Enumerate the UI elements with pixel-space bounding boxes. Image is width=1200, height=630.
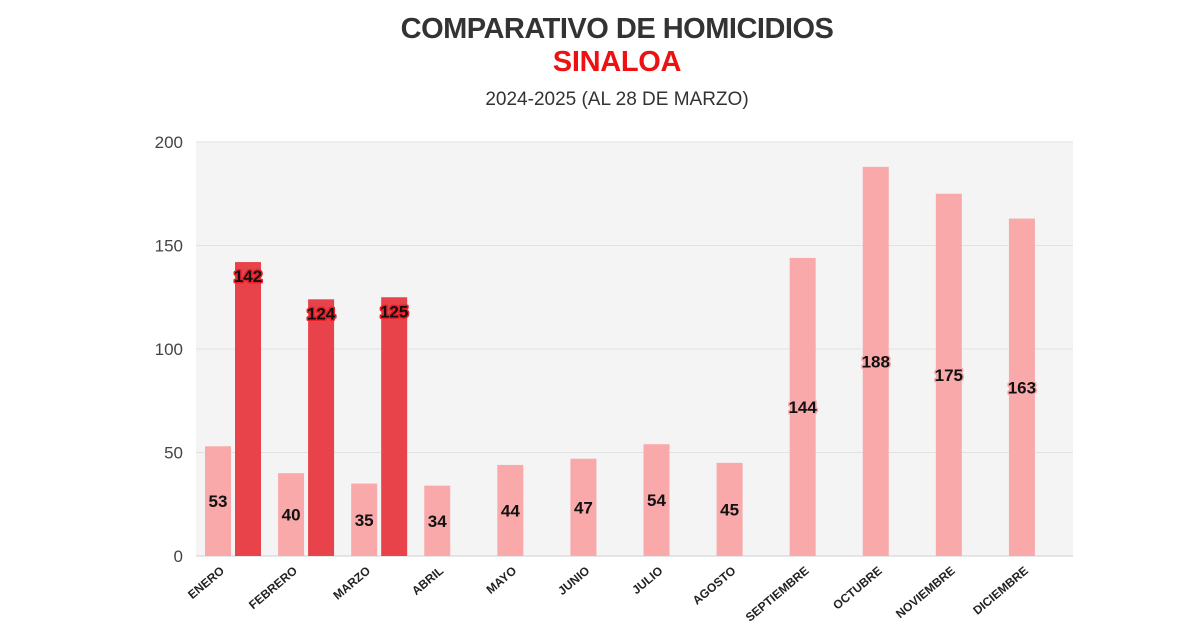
y-tick-label: 150 — [155, 237, 183, 256]
bar-2024-enero — [205, 446, 231, 556]
bar-2024-marzo — [351, 483, 378, 556]
y-tick-label: 50 — [164, 444, 183, 463]
data-label-2024-diciembre: 163 — [1008, 378, 1036, 397]
data-label-2024-noviembre: 175 — [935, 366, 963, 385]
x-tick-label: AGOSTO — [690, 564, 739, 608]
bar-2024-agosto — [716, 462, 743, 556]
x-tick-label: SEPTIEMBRE — [743, 564, 812, 625]
y-axis-ticks: 0 50 100 150 200 — [155, 133, 183, 566]
gridlines — [196, 141, 1073, 557]
data-label-2024-septiembre: 144 — [788, 398, 817, 417]
data-label-2024-enero: 53 — [209, 492, 228, 511]
x-tick-label: MARZO — [330, 564, 373, 603]
x-tick-label: FEBRERO — [246, 564, 300, 612]
x-tick-label: DICIEMBRE — [970, 564, 1031, 618]
data-label-2024-febrero: 40 — [282, 506, 301, 525]
data-label-2025-marzo: 125 — [380, 302, 408, 321]
chart-subtitle: SINALOA — [552, 46, 682, 78]
bar-2024-octubre — [862, 166, 889, 556]
x-tick-label: JULIO — [629, 564, 665, 597]
bar-2024-febrero — [278, 473, 305, 556]
bar-2024-abril — [424, 485, 451, 556]
bar-2024-diciembre — [1008, 218, 1035, 556]
data-label-2024-abril: 34 — [428, 512, 447, 531]
data-label-2024-agosto: 45 — [720, 500, 739, 519]
x-tick-label: JUNIO — [555, 564, 592, 598]
data-labels: 53 142 40 124 35 125 34 44 47 54 45 144 188 175 163 — [207, 266, 1038, 533]
chart-title: COMPARATIVO DE HOMICIDIOS — [400, 13, 834, 45]
bar-2024-septiembre — [789, 257, 816, 556]
bar-2024-junio — [570, 458, 597, 556]
data-label-2024-mayo: 44 — [501, 501, 520, 520]
y-tick-label: 200 — [155, 133, 183, 152]
x-axis-ticks: ENERO FEBRERO MARZO ABRIL MAYO JUNIO JULIO AGOS… — [185, 564, 1031, 625]
x-tick-label: OCTUBRE — [830, 564, 884, 613]
bar-2024-julio — [643, 444, 670, 556]
chart-caption: 2024-2025 (AL 28 DE MARZO) — [485, 89, 749, 110]
data-label-2024-octubre: 188 — [862, 352, 890, 371]
data-label-2024-junio: 47 — [574, 498, 593, 517]
data-label-2024-julio: 54 — [647, 491, 666, 510]
data-label-2024-marzo: 35 — [355, 511, 374, 530]
bar-2025-enero — [235, 262, 261, 556]
x-tick-label: NOVIEMBRE — [893, 564, 958, 621]
bar-2025-marzo — [381, 297, 408, 556]
x-tick-label: ENERO — [185, 564, 227, 602]
x-tick-label: ABRIL — [409, 564, 446, 598]
data-label-2025-enero: 142 — [234, 267, 262, 286]
bars — [205, 166, 1035, 556]
bar-2024-mayo — [497, 464, 524, 556]
y-tick-label: 100 — [155, 340, 183, 359]
y-tick-label: 0 — [174, 547, 183, 566]
bar-2025-febrero — [308, 299, 335, 556]
x-tick-label: MAYO — [484, 564, 520, 597]
data-label-2025-febrero: 124 — [307, 304, 336, 323]
chart-titles: COMPARATIVO DE HOMICIDIOS SINALOA 2024-2… — [0, 12, 1200, 112]
bar-2024-noviembre — [935, 193, 962, 556]
